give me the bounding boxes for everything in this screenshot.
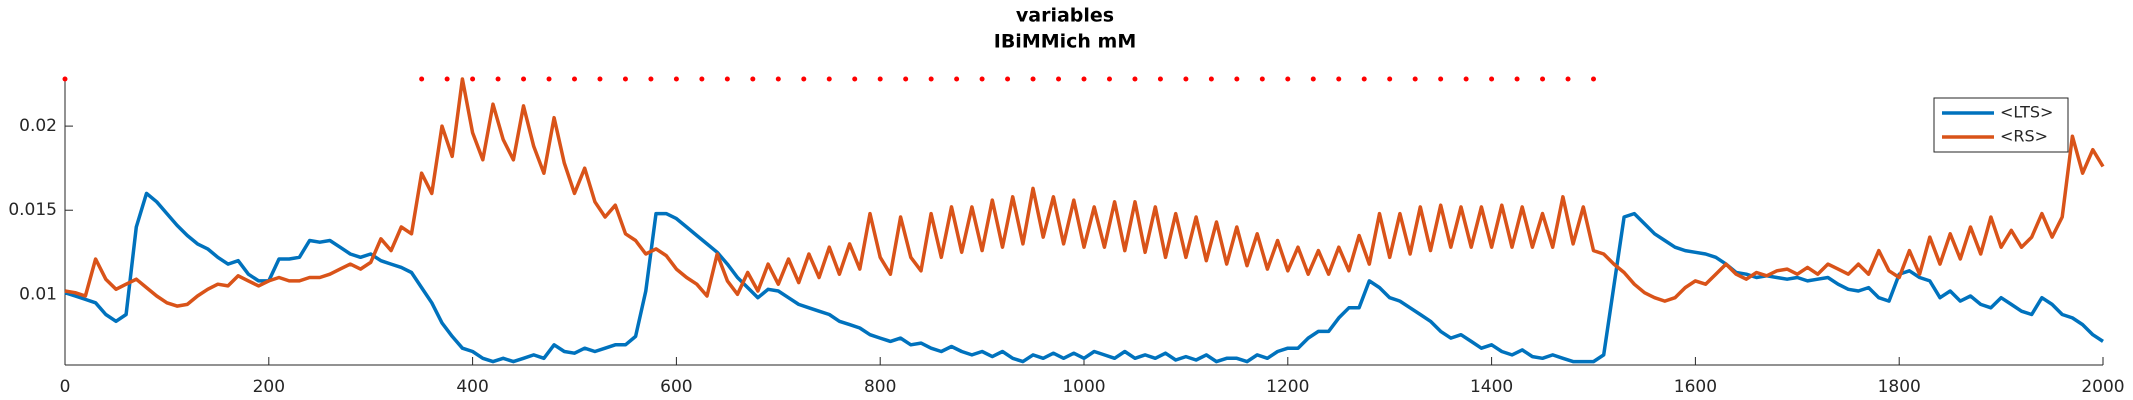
marker-dot [877, 76, 883, 82]
marker-dot [1030, 76, 1036, 82]
marker-dot [852, 76, 858, 82]
marker-dot [1412, 76, 1418, 82]
series-line [64, 191, 2104, 364]
marker-dot [1361, 76, 1367, 82]
marker-dot [1056, 76, 1062, 82]
marker-dot [1106, 76, 1112, 82]
marker-dot [572, 76, 577, 82]
x-tick-label: 600 [660, 377, 692, 397]
marker-dot [495, 76, 501, 82]
marker-dot [419, 76, 425, 82]
marker-dot [622, 76, 628, 82]
legend-label: <RS> [2000, 127, 2048, 146]
marker-dot [1514, 76, 1520, 82]
marker-dot [1259, 76, 1265, 82]
x-tick-label: 1600 [1674, 377, 1717, 397]
y-tick-label: 0.02 [19, 116, 57, 136]
marker-dot [1005, 76, 1011, 82]
marker-dot [1234, 76, 1240, 82]
x-tick-label: 1000 [1062, 377, 1105, 397]
x-tick-label: 1200 [1266, 377, 1309, 397]
marker-dot [979, 76, 985, 82]
marker-dot [1132, 76, 1138, 82]
marker-dot [750, 76, 756, 82]
marker-dot [826, 76, 832, 82]
x-tick-label: 2000 [2081, 377, 2124, 397]
y-tick-label: 0.015 [8, 200, 57, 220]
marker-dot [1336, 76, 1342, 82]
series-line [64, 77, 2105, 308]
marker-dot [1285, 76, 1291, 82]
marker-dot [1489, 76, 1495, 82]
marker-dot [597, 76, 603, 82]
marker-dot [62, 76, 68, 82]
marker-dot [470, 76, 476, 82]
marker-dot [444, 76, 450, 82]
marker-dot [928, 76, 934, 82]
chart-title: variables [1016, 5, 1114, 27]
marker-dot [546, 76, 552, 82]
marker-dot [673, 76, 679, 82]
marker-dot [1387, 76, 1393, 82]
y-tick-label: 0.01 [19, 284, 57, 304]
marker-dot [699, 76, 705, 82]
marker-dot [1208, 76, 1214, 82]
marker-dot [775, 76, 781, 82]
marker-dot [724, 76, 730, 82]
x-tick-label: 1800 [1878, 377, 1921, 397]
legend-box [1933, 97, 2069, 153]
marker-dot [1157, 76, 1163, 82]
x-tick-label: 200 [253, 377, 285, 397]
marker-dot [954, 76, 960, 82]
marker-dot [1591, 76, 1596, 82]
marker-dot [1081, 76, 1087, 82]
legend-label: <LTS> [2000, 103, 2053, 122]
marker-dot [1183, 76, 1189, 82]
marker-dot [521, 76, 527, 82]
marker-dot [1310, 76, 1316, 82]
x-tick-label: 400 [456, 377, 488, 397]
marker-dot [903, 76, 909, 82]
marker-dot [1438, 76, 1444, 82]
marker-dot [1565, 76, 1571, 82]
marker-dot [801, 76, 807, 82]
marker-dot [648, 76, 654, 82]
x-tick-label: 800 [864, 377, 896, 397]
chart-subtitle: IBiMMich mM [994, 31, 1137, 53]
x-tick-label: 0 [60, 377, 71, 397]
x-tick-label: 1400 [1470, 377, 1513, 397]
marker-dot [1463, 76, 1469, 82]
marker-dot [1540, 76, 1546, 82]
